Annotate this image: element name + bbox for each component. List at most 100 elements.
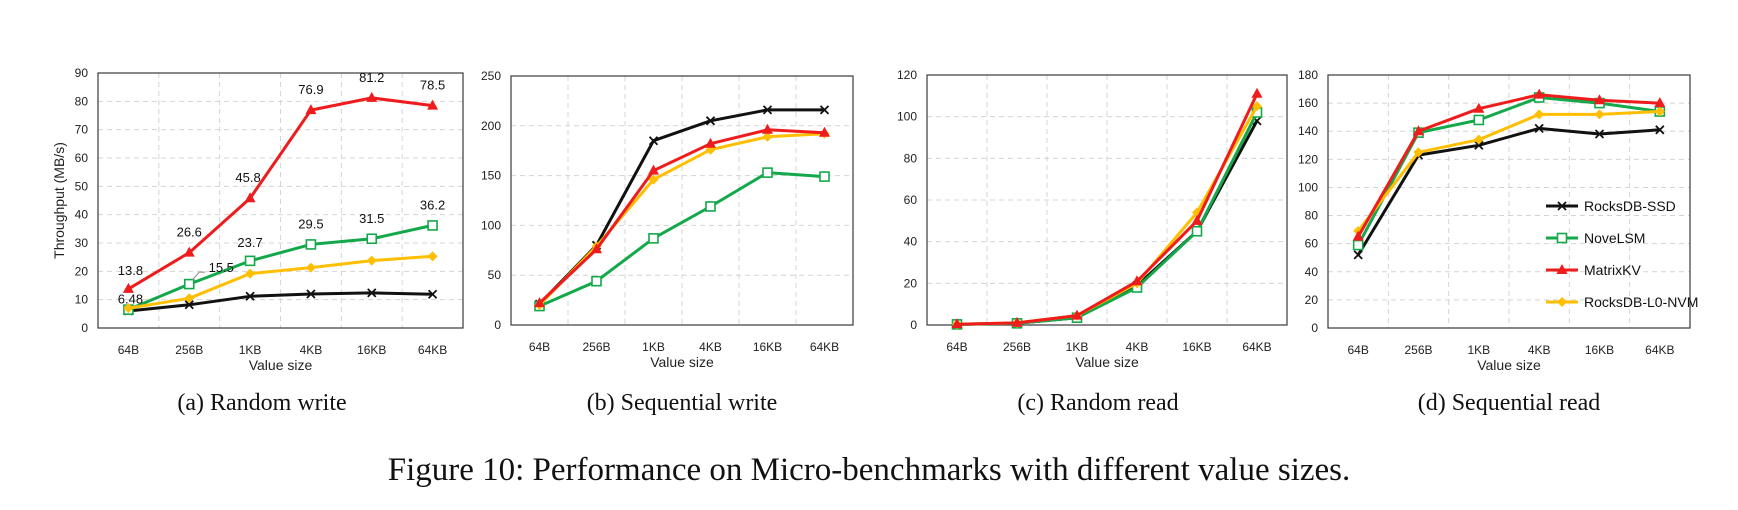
data-point-rocksdb-ssd	[762, 105, 773, 115]
x-tick-label: 4KB	[1528, 343, 1551, 357]
series-line-rocksdb-l0-nvm	[1357, 110, 1660, 232]
x-tick-label: 1KB	[1467, 343, 1490, 357]
y-tick-label: 60	[1305, 237, 1319, 251]
data-point-matrixkv	[122, 282, 134, 293]
data-point-rocksdb-ssd	[427, 289, 438, 299]
x-tick-label: 1KB	[642, 340, 665, 354]
legend-marker	[1557, 201, 1567, 211]
legend-label: RocksDB-L0-NVM	[1584, 294, 1698, 310]
legend-item-matrixkv: MatrixKV	[1546, 262, 1641, 278]
data-point-rocksdb-l0-nvm	[305, 262, 316, 273]
data-point-novelsm	[366, 233, 378, 245]
data-label: 45.8	[235, 170, 260, 185]
series-line-rocksdb-ssd	[1356, 126, 1660, 256]
y-axis-title: Throughput (MB/s)	[51, 142, 67, 259]
x-tick-label: 16KB	[753, 340, 782, 354]
x-tick-label: 16KB	[1182, 340, 1211, 354]
data-point-rocksdb-l0-nvm	[1534, 109, 1545, 120]
data-point-matrixkv	[1011, 316, 1023, 327]
x-tick-label: 1KB	[239, 343, 262, 357]
data-label: 26.6	[177, 225, 202, 240]
y-tick-label: 250	[481, 69, 501, 83]
series-matrixkv	[951, 87, 1263, 329]
data-point-rocksdb-ssd	[1534, 123, 1544, 134]
data-point-matrixkv	[1533, 88, 1545, 99]
x-tick-label: 64KB	[810, 340, 839, 354]
data-point-rocksdb-l0-nvm	[1473, 134, 1484, 145]
legend-item-rocksdb-ssd: RocksDB-SSD	[1546, 198, 1676, 214]
x-tick-label: 256B	[1003, 340, 1031, 354]
data-point-rocksdb-ssd	[705, 116, 716, 126]
data-label: 81.2	[359, 70, 384, 85]
data-point-rocksdb-ssd	[1655, 125, 1665, 135]
series-line-matrixkv	[538, 128, 825, 305]
y-tick-label: 100	[1298, 180, 1318, 194]
data-point-rocksdb-l0-nvm	[366, 255, 377, 266]
y-tick-label: 200	[481, 119, 501, 133]
data-point-novelsm	[705, 201, 716, 212]
legend-marker	[1556, 264, 1568, 274]
data-label: 29.5	[298, 216, 323, 231]
data-point-novelsm	[305, 239, 317, 250]
series-line-novelsm	[538, 171, 825, 308]
data-point-matrixkv	[534, 297, 545, 308]
x-tick-label: 64B	[946, 340, 967, 354]
series-rocksdb-ssd	[123, 288, 438, 316]
x-tick-label: 1KB	[1066, 340, 1089, 354]
x-tick-label: 256B	[582, 340, 610, 354]
data-point-rocksdb-l0-nvm	[184, 293, 195, 304]
data-point-matrixkv	[1413, 125, 1424, 136]
x-axis-title: Value size	[650, 354, 714, 370]
panel-caption: (d) Sequential read	[1418, 390, 1601, 416]
y-tick-label: 100	[481, 218, 501, 232]
y-tick-label: 180	[1298, 68, 1318, 82]
x-tick-label: 64KB	[1242, 340, 1271, 354]
plot-frame	[97, 72, 464, 329]
x-tick-label: 4KB	[699, 340, 722, 354]
series-matrixkv	[534, 123, 830, 308]
data-point-matrixkv	[1071, 309, 1083, 320]
data-point-rocksdb-ssd	[819, 105, 830, 115]
data-point-rocksdb-ssd	[306, 289, 316, 299]
data-point-matrixkv	[819, 126, 830, 137]
x-axis-title: Value size	[1075, 354, 1139, 370]
series-line-rocksdb-l0-nvm	[538, 132, 825, 307]
data-point-matrixkv	[1251, 87, 1263, 98]
data-point-matrixkv	[591, 243, 602, 254]
series-line-novelsm	[127, 223, 433, 311]
x-tick-label: 64B	[529, 340, 550, 354]
data-point-rocksdb-l0-nvm	[427, 251, 438, 262]
y-tick-label: 20	[904, 276, 918, 290]
x-tick-label: 64B	[1347, 343, 1368, 357]
y-tick-label: 40	[75, 208, 89, 222]
data-point-rocksdb-l0-nvm	[762, 131, 773, 142]
series-matrixkv	[122, 91, 439, 293]
data-point-rocksdb-ssd	[367, 288, 377, 298]
legend-marker	[1556, 232, 1568, 244]
data-point-rocksdb-ssd	[648, 136, 659, 146]
legend-item-rocksdb-l0-nvm: RocksDB-L0-NVM	[1546, 294, 1698, 310]
x-tick-label: 16KB	[1585, 343, 1614, 357]
y-tick-label: 40	[904, 235, 918, 249]
figure-caption: Figure 10: Performance on Micro-benchmar…	[388, 452, 1351, 488]
series-line-rocksdb-l0-nvm	[128, 254, 433, 310]
data-point-rocksdb-l0-nvm	[245, 268, 256, 279]
y-tick-label: 0	[1311, 321, 1318, 335]
data-point-rocksdb-ssd	[184, 300, 194, 310]
data-point-rocksdb-l0-nvm	[648, 174, 659, 185]
y-tick-label: 80	[1305, 209, 1319, 223]
y-tick-label: 70	[75, 123, 89, 137]
series-novelsm	[1352, 92, 1666, 251]
x-tick-label: 64KB	[1645, 343, 1674, 357]
data-point-matrixkv	[1352, 230, 1364, 241]
panel-b-sequential-write: 0 50 100 150 200 250 64B 256B 1KB 4KB 16KB 64KB Valu…	[481, 69, 854, 416]
data-point-matrixkv	[244, 192, 256, 203]
data-point-rocksdb-ssd	[1474, 140, 1484, 150]
panel-d-sequential-read: 0 20 40 60 80 100 120 140 160 180 64B 256B 1KB 4KB 16K…	[1298, 68, 1691, 416]
data-point-rocksdb-l0-nvm	[1252, 101, 1262, 112]
plot-frame	[926, 74, 1288, 326]
data-point-matrixkv	[427, 99, 439, 110]
data-point-novelsm	[819, 171, 830, 182]
data-point-matrixkv	[951, 318, 963, 329]
data-point-matrixkv	[1594, 94, 1605, 105]
